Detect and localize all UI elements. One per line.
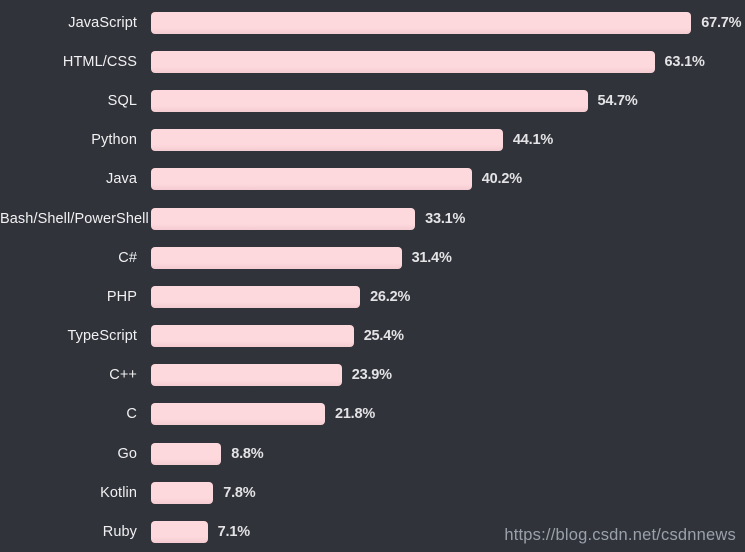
chart-row: Go 8.8% <box>0 434 745 473</box>
bar <box>151 11 692 34</box>
bar <box>151 285 361 308</box>
chart-row: SQL 54.7% <box>0 81 745 120</box>
bar <box>151 50 655 73</box>
chart-row: PHP 26.2% <box>0 277 745 316</box>
bar-track: 21.8% <box>151 395 745 434</box>
bar-track: 54.7% <box>151 81 745 120</box>
category-label: TypeScript <box>67 328 137 345</box>
bar <box>151 89 588 112</box>
category-label: Go <box>117 445 137 462</box>
bar-track: 63.1% <box>151 42 745 81</box>
bar <box>151 325 354 348</box>
bar-track: 67.7% <box>151 3 745 42</box>
bar <box>151 246 402 269</box>
category-label: HTML/CSS <box>62 53 137 70</box>
bar-track: 8.8% <box>151 434 745 473</box>
bar <box>151 521 208 544</box>
category-label: SQL <box>107 92 137 109</box>
bar-track: 7.1% <box>151 512 745 551</box>
bar-track: 40.2% <box>151 160 745 199</box>
category-label: Ruby <box>102 524 137 541</box>
chart-row: C 21.8% <box>0 395 745 434</box>
watermark: https://blog.csdn.net/csdnnews <box>504 526 736 544</box>
category-label: PHP <box>106 288 137 305</box>
value-label: 31.4% <box>411 249 452 266</box>
value-label: 26.2% <box>370 288 411 305</box>
value-label: 7.8% <box>223 484 256 501</box>
category-label: Kotlin <box>100 484 137 501</box>
value-label: 33.1% <box>425 210 466 227</box>
bar-track: 31.4% <box>151 238 745 277</box>
bar <box>151 364 342 387</box>
value-label: 21.8% <box>334 406 376 423</box>
bar <box>151 168 472 191</box>
value-label: 25.4% <box>363 328 404 345</box>
category-label: JavaScript <box>68 14 137 31</box>
bar <box>151 129 503 152</box>
bar <box>151 403 325 426</box>
bar-track: 25.4% <box>151 317 745 356</box>
value-label: 40.2% <box>481 171 522 188</box>
value-label: 8.8% <box>231 445 264 462</box>
value-label: 7.1% <box>217 524 250 541</box>
chart-row: TypeScript 25.4% <box>0 317 745 356</box>
value-label: 23.9% <box>351 367 392 384</box>
chart-row: C# 31.4% <box>0 238 745 277</box>
chart-row: Bash/Shell/PowerShell 33.1% <box>0 199 745 238</box>
category-label: C++ <box>109 367 137 384</box>
category-label: Java <box>105 171 137 188</box>
chart-row: JavaScript 67.7% <box>0 3 745 42</box>
value-label: 67.7% <box>701 14 742 31</box>
chart-row: Ruby 7.1% <box>0 512 745 551</box>
bar-track: 26.2% <box>151 277 745 316</box>
category-label: C <box>126 406 137 423</box>
bar-track: 33.1% <box>151 199 745 238</box>
category-label: C# <box>118 249 137 266</box>
chart-row: C++ 23.9% <box>0 356 745 395</box>
value-label: 44.1% <box>512 132 554 149</box>
bar <box>151 481 214 504</box>
chart-row: Kotlin 7.8% <box>0 473 745 512</box>
value-label: 54.7% <box>597 92 638 109</box>
value-label: 63.1% <box>664 53 705 70</box>
bar-track: 7.8% <box>151 473 745 512</box>
chart-row: HTML/CSS 63.1% <box>0 42 745 81</box>
bar <box>151 207 416 230</box>
chart-row: Java 40.2% <box>0 160 745 199</box>
category-label: Bash/Shell/PowerShell <box>0 210 149 227</box>
bar <box>151 442 222 465</box>
bar-track: 23.9% <box>151 356 745 395</box>
category-label: Python <box>91 132 137 149</box>
bar-track: 44.1% <box>151 121 745 160</box>
chart-row: Python 44.1% <box>0 121 745 160</box>
